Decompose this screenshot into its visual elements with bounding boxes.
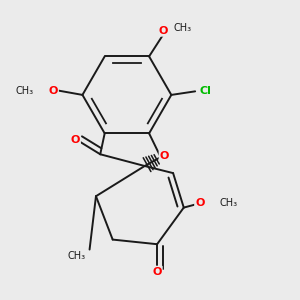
Text: CH₃: CH₃ [219,198,237,208]
Text: O: O [195,198,205,208]
Text: O: O [160,151,169,161]
Text: Cl: Cl [199,85,211,96]
Text: O: O [152,267,162,277]
Text: O: O [159,26,168,36]
Text: CH₃: CH₃ [16,85,34,96]
Text: O: O [49,85,58,96]
Text: CH₃: CH₃ [68,251,86,261]
Text: CH₃: CH₃ [174,23,192,33]
Text: O: O [71,135,80,145]
